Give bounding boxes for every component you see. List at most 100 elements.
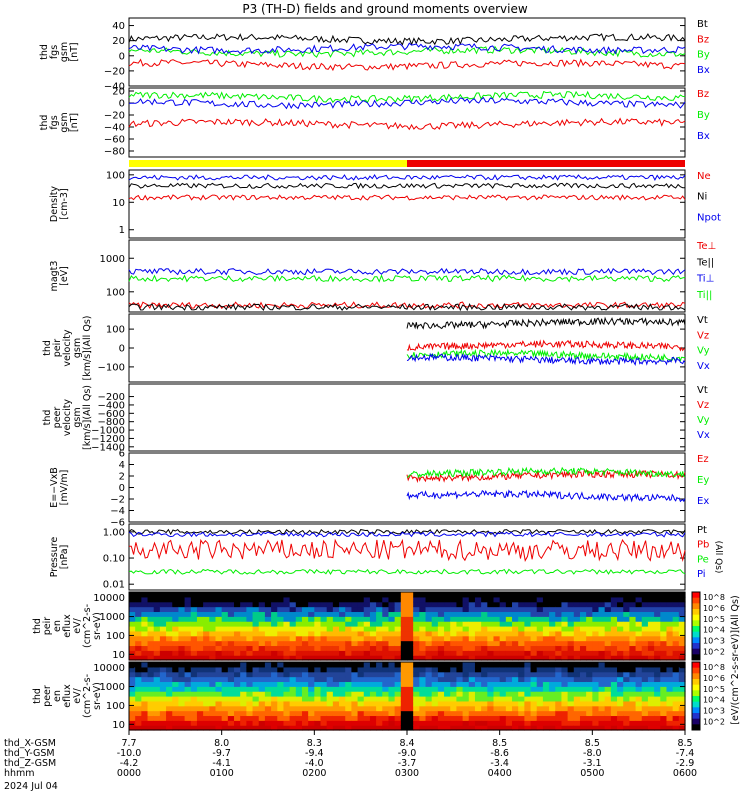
heatmap-cell [456,696,464,702]
heatmap-cell [413,676,420,683]
y-tick-label: 1 [119,225,125,236]
heatmap-cell [561,635,569,642]
heatmap-cell [172,596,180,603]
heatmap-cell [166,696,173,702]
colorbar-frame [691,591,701,661]
heatmap-cell [314,666,322,673]
heatmap-cell [159,645,167,651]
heatmap-cell [178,645,186,651]
heatmap-cell [196,626,204,632]
heatmap-cell [444,676,451,683]
heatmap-cell [419,645,427,651]
heatmap-cell [481,655,488,661]
heatmap-cell [129,696,136,702]
x-tick-label: -4.1 [212,758,231,769]
heatmap-cell [240,645,247,651]
heatmap-cell [221,666,229,673]
heatmap-cell [567,696,575,702]
heatmap-cell [579,725,587,731]
heatmap-cell [178,725,186,731]
heatmap-cell [320,691,328,697]
colorbar-label: [eV/(cm^2-s-sr-eV)](All Qs) [730,595,741,724]
heatmap-cell [345,700,352,707]
heatmap-cell [277,626,285,632]
heatmap-cell [493,671,501,678]
heatmap-cell [524,635,532,642]
heatmap-cell [555,621,563,627]
heatmap-cell [227,592,235,598]
heatmap-cell [518,700,525,707]
heatmap-cell [351,720,359,726]
heatmap-cell [215,606,223,613]
heatmap-cell [678,626,686,632]
heatmap-cell [505,715,513,721]
heatmap-cell [610,686,618,692]
heatmap-cell [308,700,315,707]
heatmap-cell [345,686,352,692]
heatmap-cell [332,720,340,726]
heatmap-cell [524,696,532,702]
heatmap-cell [227,696,235,702]
heatmap-cell [666,640,674,647]
heatmap-cell [518,686,525,692]
heatmap-cell [227,621,235,627]
heatmap-cell [234,621,241,627]
heatmap-cell [234,725,241,731]
heatmap-cell [339,715,346,721]
heatmap-cell [647,592,655,598]
heatmap-cell [623,596,630,603]
heatmap-cell [561,671,569,678]
y-axis-label: en [52,620,63,632]
heatmap-cell [332,650,340,656]
heatmap-cell [561,720,569,726]
y-axis-label: [nT] [69,113,80,132]
heatmap-cell [271,650,278,656]
heatmap-cell [203,681,210,687]
heatmap-cell [190,630,198,637]
heatmap-cell [542,676,550,683]
heatmap-cell [623,601,630,608]
heatmap-cell [629,611,637,617]
heatmap-cell [400,666,408,673]
heatmap-cell [283,662,291,668]
heatmap-cell [308,611,315,617]
heatmap-cell [203,606,210,613]
heatmap-cell [555,655,563,661]
heatmap-cell [598,725,606,731]
heatmap-cell [203,616,210,622]
heatmap-cell [678,666,686,673]
heatmap-cell [407,655,414,661]
heatmap-cell [369,640,377,647]
heatmap-cell [586,671,593,678]
heatmap-cell [252,645,260,651]
heatmap-cell [450,621,458,627]
heatmap-cell [264,715,272,721]
heatmap-cell [141,650,149,656]
heatmap-cell [444,630,451,637]
heatmap-cell [431,645,439,651]
heatmap-cell [561,686,569,692]
heatmap-cell [271,606,278,613]
heatmap-cell [462,616,470,622]
heatmap-cell [425,705,433,712]
colorbar-tick-label: 10^4 [703,696,725,705]
heatmap-cell [295,645,303,651]
heatmap-cell [672,700,680,707]
heatmap-cell [221,601,229,608]
heatmap-cell [135,671,142,678]
heatmap-cell [301,700,309,707]
heatmap-cell [240,710,247,717]
heatmap-cell [332,725,340,731]
heatmap-cell [400,700,408,707]
heatmap-cell [586,606,593,613]
heatmap-cell [641,611,649,617]
heatmap-cell [209,616,217,622]
heatmap-cell [227,700,235,707]
heatmap-cell [481,635,488,642]
heatmap-cell [301,671,309,678]
heatmap-cell [518,696,525,702]
x-tick-label: 8.0 [214,738,229,749]
heatmap-cell [647,715,655,721]
heatmap-cell [234,626,241,632]
heatmap-cell [283,601,291,608]
